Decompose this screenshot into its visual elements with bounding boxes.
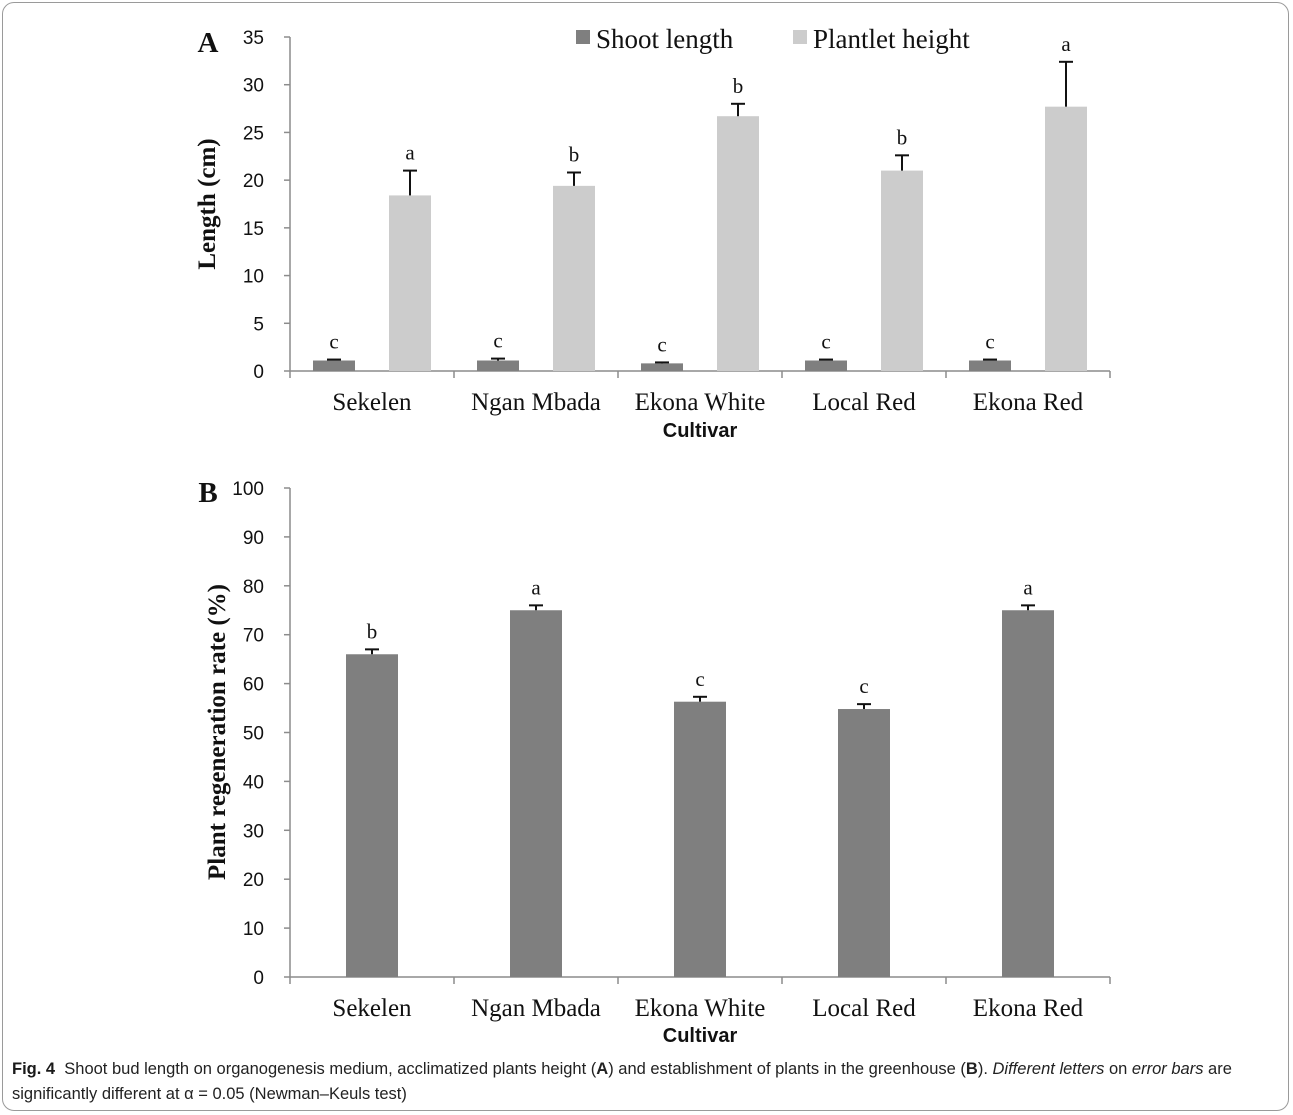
panel-a-significance-letter: b: [733, 74, 744, 98]
panel-a-bar: [641, 363, 683, 371]
panel-b-bar: [674, 701, 726, 977]
figure-caption: Fig. 4 Shoot bud length on organogenesis…: [12, 1057, 1282, 1107]
panel-b-significance-letter: c: [695, 667, 704, 691]
panel-a-significance-letter: b: [897, 125, 908, 149]
panel-b-significance-letter: a: [531, 575, 541, 599]
panel-a-y-tick-label: 0: [253, 362, 264, 383]
panel-a-bar: [313, 360, 355, 371]
caption-italic-1: Different letters: [992, 1060, 1105, 1078]
panel-a-y-tick-label: 10: [243, 267, 264, 288]
panel-b-letter: B: [198, 477, 217, 509]
panel-b-y-tick-label: 60: [243, 675, 264, 696]
panel-a-category-label: Ngan Mbada: [471, 389, 601, 416]
panel-b-category-label: Local Red: [812, 995, 916, 1022]
panel-b-y-tick-label: 90: [243, 528, 264, 549]
panel-b-y-tick-label: 10: [243, 919, 264, 940]
panel-a-y-tick-label: 5: [253, 314, 264, 335]
caption-panel-a: A: [596, 1060, 609, 1078]
panel-a-bar: [969, 360, 1011, 371]
panel-a-bar: [717, 116, 759, 371]
panel-a-legend-label: Shoot length: [596, 24, 734, 54]
panel-a-x-axis-title: Cultivar: [663, 420, 738, 442]
caption-label: Fig. 4: [12, 1060, 56, 1078]
caption-text-1: Shoot bud length on organogenesis medium…: [64, 1060, 597, 1078]
panel-a-y-tick-label: 15: [243, 219, 264, 240]
caption-italic-2: error bars: [1131, 1060, 1204, 1078]
panel-b-y-tick-label: 20: [243, 870, 264, 891]
panel-b-y-tick-label: 50: [243, 724, 264, 745]
panel-b-category-label: Sekelen: [332, 995, 412, 1022]
panel-a-legend-swatch: [576, 30, 590, 44]
panel-a-y-tick-label: 35: [243, 28, 264, 49]
panel-a-significance-letter: c: [329, 330, 338, 354]
panel-a-category-label: Sekelen: [332, 389, 412, 416]
panel-b-bar: [1002, 610, 1054, 977]
panel-a-bar: [553, 185, 595, 371]
panel-a-category-label: Ekona Red: [973, 389, 1084, 416]
panel-b-bar: [510, 610, 562, 977]
panel-b-category-label: Ekona Red: [973, 995, 1084, 1022]
caption-text-5: are significantly different at α = 0.05 …: [12, 1060, 1232, 1103]
panel-a-significance-letter: c: [821, 330, 830, 354]
panel-a-legend-label: Plantlet height: [813, 24, 970, 54]
caption-text-3: ).: [977, 1060, 993, 1078]
panel-b-y-tick-label: 70: [243, 626, 264, 647]
caption-text-4: on: [1104, 1060, 1132, 1078]
panel-b-significance-letter: a: [1023, 575, 1033, 599]
panel-b-y-axis-title: Plant regeneration rate (%): [204, 584, 231, 880]
panel-b-bar: [346, 654, 398, 977]
panel-a-letter: A: [198, 27, 219, 59]
panel-a-bar: [805, 360, 847, 371]
panel-b-y-tick-label: 0: [253, 968, 264, 989]
panel-b-significance-letter: c: [859, 674, 868, 698]
panel-b-category-label: Ekona White: [635, 995, 766, 1022]
panel-b-x-axis-title: Cultivar: [663, 1025, 738, 1047]
panel-a-bar: [1045, 106, 1087, 372]
panel-b-y-tick-label: 30: [243, 821, 264, 842]
panel-a-category-label: Ekona White: [635, 389, 766, 416]
panel-a-significance-letter: a: [1061, 32, 1071, 56]
caption-text-2: ) and establishment of plants in the gre…: [608, 1060, 966, 1078]
panel-a-significance-letter: c: [493, 329, 502, 353]
panel-a-bar: [477, 360, 519, 371]
panel-a-significance-letter: a: [405, 141, 415, 165]
panel-a-y-axis-title: Length (cm): [194, 138, 221, 269]
panel-b-significance-letter: b: [367, 619, 378, 643]
chart-canvas: A 0 5 10 15 20 25 30 35 Sekelen Ngan Mbada Ekona Wh…: [194, 24, 1111, 1047]
panel-a-significance-letter: c: [985, 330, 994, 354]
panel-b-y-tick-label: 100: [232, 479, 264, 500]
panel-a-bar: [389, 195, 431, 371]
panel-a-significance-letter: b: [569, 143, 580, 167]
panel-a-category-label: Local Red: [812, 389, 916, 416]
panel-b-category-label: Ngan Mbada: [471, 995, 601, 1022]
panel-a-y-tick-label: 20: [243, 171, 264, 192]
panel-a-bar: [881, 170, 923, 371]
panel-a-y-tick-label: 25: [243, 123, 264, 144]
caption-panel-b: B: [965, 1060, 978, 1078]
panel-a-legend-swatch: [793, 30, 807, 44]
panel-b-bar: [838, 709, 890, 977]
panel-b-y-tick-label: 80: [243, 577, 264, 598]
panel-a-significance-letter: c: [657, 332, 666, 356]
panel-b-y-tick-label: 40: [243, 772, 264, 793]
panel-a-y-tick-label: 30: [243, 76, 264, 97]
